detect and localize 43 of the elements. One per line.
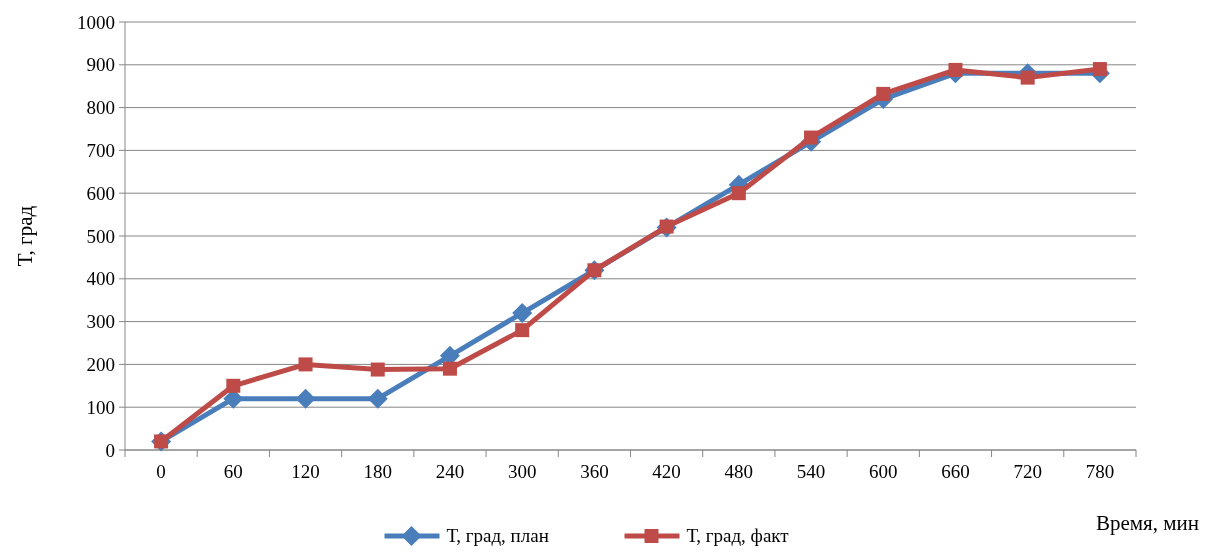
point <box>731 186 746 201</box>
y-tick-label: 900 <box>86 54 115 76</box>
x-tick-label: 720 <box>1013 461 1042 482</box>
y-tick-label: 700 <box>86 140 115 162</box>
y-tick-label: 200 <box>86 354 115 376</box>
x-tick-label: 120 <box>291 461 320 482</box>
point <box>948 62 963 77</box>
y-tick-label: 0 <box>105 439 115 461</box>
point <box>876 86 891 101</box>
y-tick-label: 100 <box>86 396 115 418</box>
point <box>804 130 819 145</box>
y-tick-label: 600 <box>86 182 115 204</box>
point <box>442 361 457 376</box>
x-tick-label: 600 <box>869 461 898 482</box>
point <box>1020 70 1035 85</box>
point <box>512 303 533 324</box>
x-tick-label: 660 <box>941 461 970 482</box>
legend-label: Т, град, факт <box>686 525 790 546</box>
x-tick-label: 780 <box>1085 461 1115 482</box>
y-tick-label: 500 <box>86 225 115 247</box>
y-tick-label: 1000 <box>77 11 115 33</box>
x-tick-label: 540 <box>796 461 826 482</box>
x-tick-label: 0 <box>156 461 166 482</box>
point <box>295 388 316 409</box>
x-tick-label: 180 <box>363 461 392 482</box>
point <box>367 388 388 409</box>
x-tick-label: 480 <box>724 461 754 482</box>
legend-label: Т, град, план <box>446 525 549 546</box>
y-tick-label: 400 <box>86 268 115 290</box>
x-axis-title: Время, мин <box>1095 511 1199 535</box>
point <box>226 378 241 393</box>
point <box>298 357 313 372</box>
point <box>1092 62 1107 77</box>
y-tick-label: 300 <box>86 311 115 333</box>
y-axis-title: Т, град <box>13 205 37 267</box>
x-tick-label: 300 <box>507 461 537 482</box>
point <box>515 323 530 338</box>
x-tick-label: 360 <box>580 461 609 482</box>
x-tick-label: 60 <box>223 461 243 482</box>
y-tick-label: 800 <box>86 97 115 119</box>
x-tick-label: 240 <box>435 461 465 482</box>
point <box>370 362 385 377</box>
x-tick-label: 420 <box>652 461 681 482</box>
